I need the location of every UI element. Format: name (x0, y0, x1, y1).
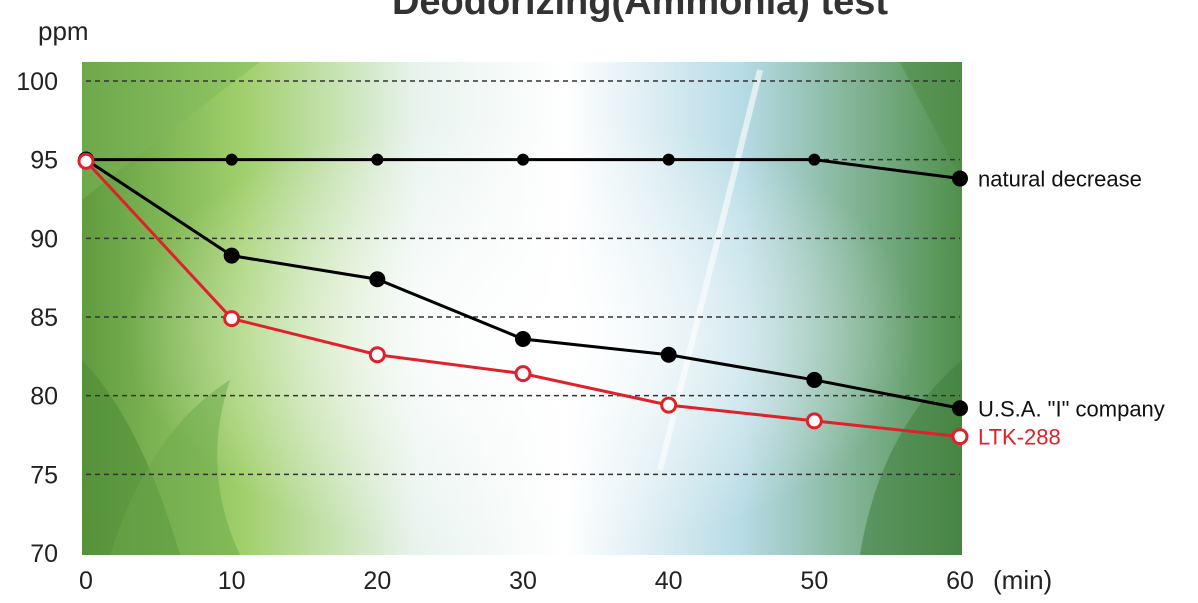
data-point (806, 371, 823, 388)
data-point (660, 346, 677, 363)
y-tick-label: 90 (30, 225, 58, 253)
data-point (369, 271, 386, 288)
x-tick-label: 10 (218, 567, 246, 595)
y-tick-label: 100 (16, 68, 58, 96)
data-point (77, 152, 95, 170)
series-label: natural decrease (978, 167, 1142, 192)
x-tick-label: 60 (946, 567, 974, 595)
data-point (514, 365, 532, 383)
data-point (223, 310, 241, 328)
x-tick-label: 40 (655, 567, 683, 595)
data-point (515, 331, 531, 348)
data-point (517, 153, 529, 166)
series-2 (77, 152, 969, 446)
data-point (660, 396, 678, 414)
series-label: U.S.A. "I" company (978, 396, 1165, 421)
data-point (808, 153, 821, 166)
x-tick-label: 20 (363, 567, 391, 595)
data-point (662, 153, 675, 166)
series-label: LTK-288 (978, 425, 1061, 450)
x-tick-label: 0 (79, 567, 93, 595)
series-1 (78, 151, 968, 417)
y-tick-label: 95 (30, 147, 58, 175)
x-tick-label: 50 (800, 567, 828, 595)
y-tick-label: 85 (30, 304, 58, 332)
data-point (951, 428, 969, 446)
y-axis-label: ppm (38, 16, 89, 46)
data-point (225, 153, 238, 166)
data-point (371, 153, 384, 166)
series-layer (77, 151, 969, 446)
x-axis-label: (min) (993, 565, 1052, 595)
x-axis-ticks: 0 10 20 30 40 50 60 (79, 567, 974, 595)
x-tick-label: 30 (509, 567, 537, 595)
chart-title: Deodorizing(Ammonia) test (392, 0, 888, 23)
y-tick-label: 75 (30, 461, 58, 489)
data-point (952, 170, 968, 187)
data-point (368, 346, 386, 364)
y-tick-label: 70 (30, 540, 58, 568)
background-photo (82, 62, 962, 555)
y-tick-label: 80 (30, 383, 58, 411)
data-point (952, 400, 968, 417)
series-labels: natural decrease U.S.A. "I" company LTK-28… (978, 167, 1165, 450)
data-point (805, 412, 823, 430)
y-axis-ticks: 70 75 80 85 90 95 100 (16, 68, 58, 568)
data-point (223, 247, 240, 264)
